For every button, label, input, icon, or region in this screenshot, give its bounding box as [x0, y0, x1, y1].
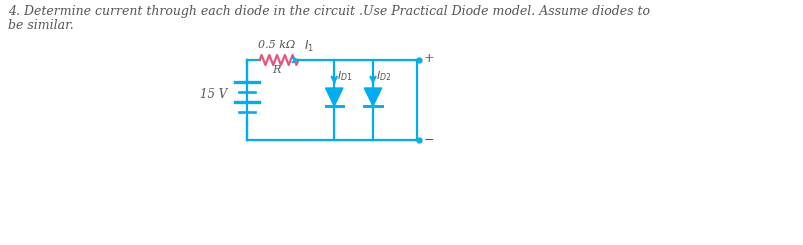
Text: R: R — [271, 65, 280, 75]
Text: 15 V: 15 V — [200, 88, 227, 101]
Text: $I_{D2}$: $I_{D2}$ — [376, 69, 391, 83]
Polygon shape — [325, 88, 343, 106]
Text: $I_{D1}$: $I_{D1}$ — [336, 69, 353, 83]
Text: be similar.: be similar. — [8, 19, 73, 32]
Text: 4. Determine current through each diode in the circuit .Use Practical Diode mode: 4. Determine current through each diode … — [8, 5, 649, 18]
Text: +: + — [423, 52, 434, 65]
Text: −: − — [423, 134, 434, 147]
Text: 0.5 kΩ: 0.5 kΩ — [258, 40, 296, 50]
Text: $I_1$: $I_1$ — [304, 39, 314, 54]
Polygon shape — [364, 88, 381, 106]
